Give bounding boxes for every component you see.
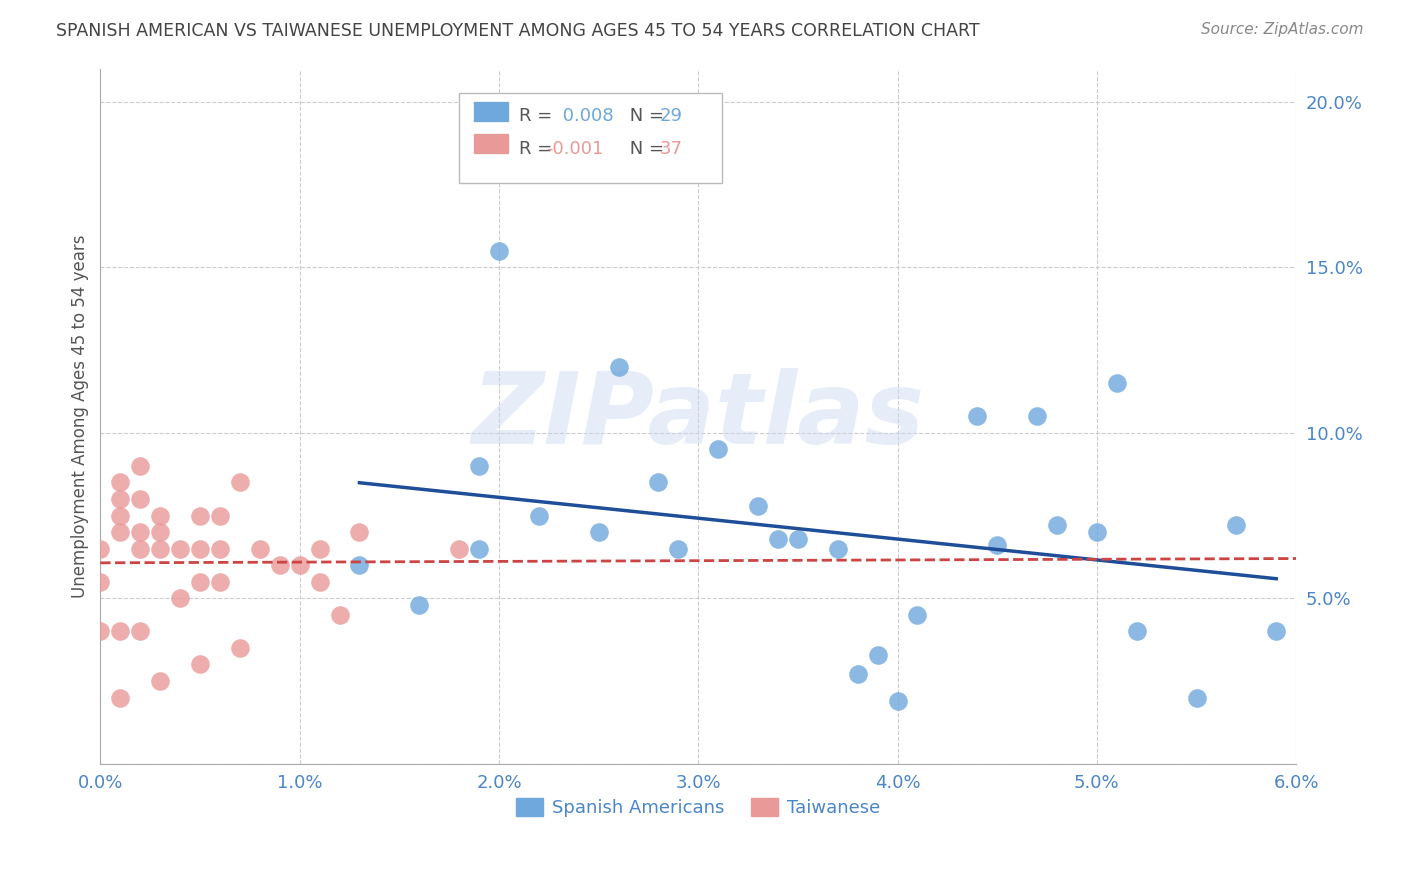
Point [149, 541, 172, 556]
Point [149, 524, 172, 539]
Point [1265, 624, 1288, 639]
Point [110, 508, 132, 523]
Point [129, 624, 152, 639]
Text: R =: R = [519, 107, 558, 125]
Point [188, 657, 211, 672]
Point [110, 524, 132, 539]
Point [647, 475, 669, 490]
Legend: Spanish Americans, Taiwanese: Spanish Americans, Taiwanese [509, 790, 889, 824]
Point [1185, 690, 1208, 705]
Text: N =: N = [624, 140, 669, 158]
Point [846, 667, 869, 681]
Point [866, 648, 889, 662]
Point [408, 598, 430, 612]
Y-axis label: Unemployment Among Ages 45 to 54 years: Unemployment Among Ages 45 to 54 years [72, 235, 89, 598]
Text: ZIPatlas: ZIPatlas [471, 368, 925, 465]
Point [208, 574, 231, 589]
Text: Source: ZipAtlas.com: Source: ZipAtlas.com [1201, 22, 1364, 37]
Point [149, 508, 172, 523]
Point [208, 508, 231, 523]
Point [129, 524, 152, 539]
Point [1225, 518, 1247, 533]
Point [110, 624, 132, 639]
Point [89, 574, 111, 589]
Point [1046, 518, 1069, 533]
Point [607, 359, 630, 374]
Point [308, 574, 330, 589]
Point [89, 541, 111, 556]
Point [468, 541, 491, 556]
Point [89, 624, 111, 639]
Point [488, 244, 510, 258]
Point [787, 532, 810, 546]
Point [827, 541, 849, 556]
Point [886, 694, 908, 708]
FancyBboxPatch shape [460, 93, 723, 183]
Text: -0.001: -0.001 [547, 140, 603, 158]
Point [188, 541, 211, 556]
Point [1085, 524, 1108, 539]
Point [288, 558, 311, 573]
Point [747, 499, 769, 513]
Point [1105, 376, 1128, 390]
Point [766, 532, 789, 546]
Point [188, 574, 211, 589]
Point [986, 538, 1008, 552]
Point [129, 491, 152, 506]
Point [229, 640, 252, 655]
Point [449, 541, 471, 556]
Point [666, 541, 689, 556]
Point [269, 558, 291, 573]
Point [169, 591, 191, 606]
Point [110, 475, 132, 490]
Point [349, 558, 371, 573]
Point [229, 475, 252, 490]
Point [907, 607, 929, 622]
Point [527, 508, 550, 523]
Point [129, 458, 152, 473]
Point [707, 442, 730, 457]
Text: N =: N = [624, 107, 669, 125]
Point [349, 524, 371, 539]
Text: 0.008: 0.008 [557, 107, 614, 125]
Point [588, 524, 610, 539]
Point [1125, 624, 1147, 639]
Point [328, 607, 350, 622]
Point [208, 541, 231, 556]
Point [308, 541, 330, 556]
Point [129, 541, 152, 556]
Point [188, 508, 211, 523]
FancyBboxPatch shape [474, 101, 509, 122]
Point [149, 674, 172, 689]
FancyBboxPatch shape [474, 133, 509, 154]
Point [966, 409, 988, 424]
Point [169, 541, 191, 556]
Point [468, 458, 491, 473]
Point [1026, 409, 1049, 424]
Point [110, 491, 132, 506]
Text: SPANISH AMERICAN VS TAIWANESE UNEMPLOYMENT AMONG AGES 45 TO 54 YEARS CORRELATION: SPANISH AMERICAN VS TAIWANESE UNEMPLOYME… [56, 22, 980, 40]
Text: R =: R = [519, 140, 558, 158]
Point [249, 541, 271, 556]
Text: 29: 29 [659, 107, 683, 125]
Text: 37: 37 [659, 140, 683, 158]
Point [110, 690, 132, 705]
